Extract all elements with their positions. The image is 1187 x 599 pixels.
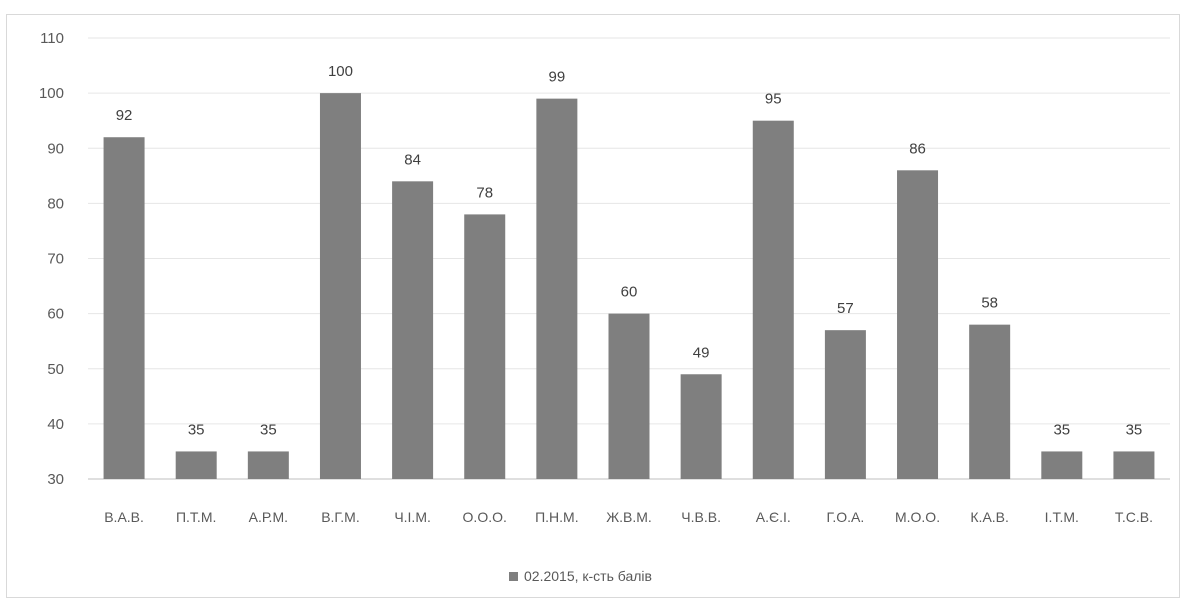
data-label: 57 <box>837 300 854 317</box>
bar <box>392 181 434 479</box>
data-label: 84 <box>404 151 421 168</box>
y-tick-label: 40 <box>47 416 64 433</box>
bar <box>969 324 1011 479</box>
data-label: 58 <box>981 295 998 312</box>
bar <box>319 93 361 479</box>
y-axis-ticks: 30 40 50 60 70 80 90 100 110 <box>39 30 64 488</box>
data-label: 35 <box>260 421 277 438</box>
bar <box>247 451 289 479</box>
data-label: 78 <box>476 184 493 201</box>
bar <box>103 137 145 479</box>
data-label: 95 <box>765 91 782 108</box>
data-label: 86 <box>909 140 926 157</box>
x-tick-label: В.А.В. <box>104 509 144 525</box>
data-label: 49 <box>693 344 710 361</box>
x-axis-labels: В.А.В. П.Т.М. А.Р.М. В.Г.М. Ч.І.М. О.О.О. П.Н.… <box>104 509 1153 525</box>
legend-label: 02.2015, к-сть балів <box>524 568 652 584</box>
y-tick-label: 80 <box>47 195 64 212</box>
legend: 02.2015, к-сть балів <box>509 568 652 584</box>
x-tick-label: М.О.О. <box>895 509 940 525</box>
bar <box>824 330 866 479</box>
bar <box>897 170 939 480</box>
data-label: 35 <box>1053 421 1070 438</box>
y-tick-label: 50 <box>47 361 64 378</box>
x-tick-label: Ч.В.В. <box>681 509 721 525</box>
y-tick-label: 70 <box>47 251 64 268</box>
x-tick-label: Ч.І.М. <box>394 509 431 525</box>
x-tick-label: А.Є.І. <box>756 509 791 525</box>
y-tick-label: 60 <box>47 306 64 323</box>
data-label: 60 <box>621 284 638 301</box>
x-tick-label: О.О.О. <box>463 509 507 525</box>
bar <box>752 120 794 479</box>
y-tick-label: 90 <box>47 140 64 157</box>
x-tick-label: Ж.В.М. <box>606 509 652 525</box>
x-tick-label: І.Т.М. <box>1045 509 1079 525</box>
legend-swatch <box>509 572 518 581</box>
data-label: 100 <box>328 63 353 80</box>
x-tick-label: К.А.В. <box>970 509 1009 525</box>
x-tick-label: П.Н.М. <box>535 509 579 525</box>
data-label: 92 <box>116 107 133 124</box>
data-label: 99 <box>549 69 566 86</box>
chart-frame <box>6 14 1180 598</box>
bar <box>536 98 578 479</box>
x-tick-label: П.Т.М. <box>176 509 216 525</box>
bar <box>1113 451 1155 479</box>
y-tick-label: 100 <box>39 85 64 102</box>
y-tick-label: 110 <box>40 30 64 47</box>
x-tick-label: Г.О.А. <box>827 509 865 525</box>
bar <box>464 214 506 479</box>
x-tick-label: В.Г.М. <box>321 509 360 525</box>
bar <box>175 451 217 479</box>
x-tick-label: А.Р.М. <box>249 509 288 525</box>
data-label: 35 <box>1126 421 1143 438</box>
y-tick-label: 30 <box>47 471 64 488</box>
x-tick-label: Т.С.В. <box>1115 509 1153 525</box>
bar <box>608 313 650 479</box>
bar <box>1041 451 1083 479</box>
data-labels: 92 35 35 100 84 78 99 60 49 95 57 86 58 35 35 <box>116 63 1143 438</box>
bars <box>103 93 1155 480</box>
bar <box>680 374 722 479</box>
data-label: 35 <box>188 421 205 438</box>
